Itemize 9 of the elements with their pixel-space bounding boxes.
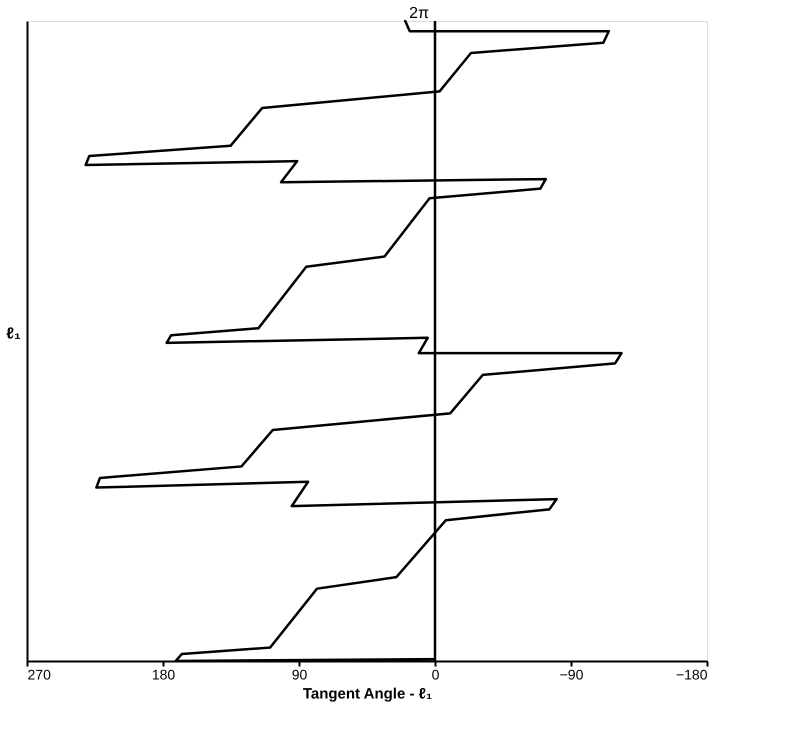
x-tick-label: −90 bbox=[560, 666, 584, 682]
x-tick-label: −180 bbox=[676, 666, 708, 682]
x-tick-label: 90 bbox=[292, 666, 308, 682]
x-tick-label: 270 bbox=[28, 666, 52, 682]
annotation: 2π bbox=[409, 5, 429, 22]
x-tick-label: 180 bbox=[152, 666, 176, 682]
y-axis-title: ℓ₁ bbox=[6, 326, 22, 342]
x-tick-label: 0 bbox=[432, 666, 440, 682]
x-axis-title: Tangent Angle - ℓ₁ bbox=[302, 686, 432, 702]
